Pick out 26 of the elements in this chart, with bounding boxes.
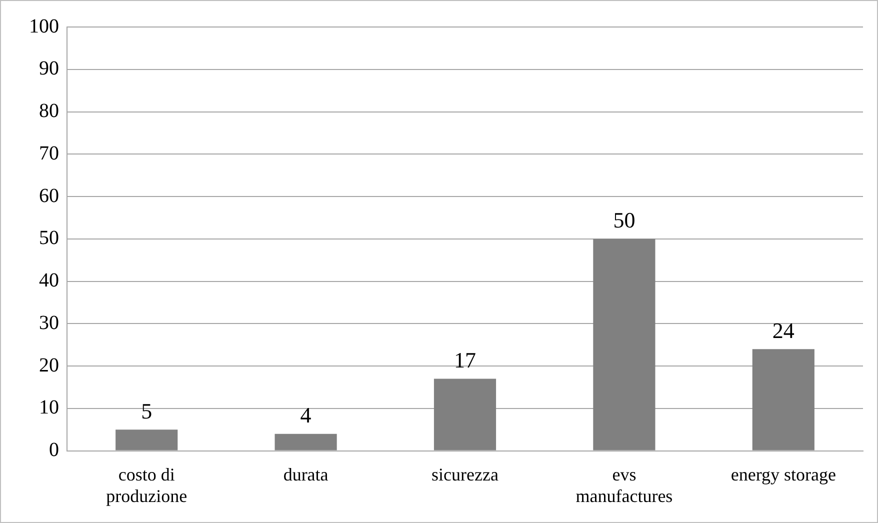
data-label: 4: [300, 402, 312, 428]
y-tick-label: 10: [39, 396, 59, 419]
x-tick-label: costo di produzione: [106, 464, 188, 506]
y-tick-label: 60: [39, 184, 59, 207]
bar: [274, 434, 337, 450]
data-label: 24: [772, 318, 794, 343]
y-tick-label: 40: [39, 270, 59, 292]
y-tick-label: 80: [39, 100, 59, 122]
data-label: 50: [613, 208, 636, 233]
y-tick-label: 30: [39, 312, 59, 334]
bar: [752, 349, 814, 450]
x-tick-label: sicurezza: [432, 464, 498, 484]
bar: [434, 378, 496, 450]
data-label: 5: [141, 398, 152, 424]
data-label: 17: [454, 348, 476, 373]
x-tick-label: durata: [283, 464, 328, 484]
y-tick-label: 0: [49, 439, 59, 462]
x-tick-label: evs manufactures: [576, 464, 673, 506]
y-tick-label: 100: [29, 15, 59, 38]
y-tick-label: 20: [39, 354, 59, 376]
y-tick-label: 70: [39, 142, 59, 164]
bar: [593, 238, 656, 450]
y-tick-label: 90: [39, 58, 59, 80]
bar: [116, 430, 178, 450]
y-tick-label: 50: [39, 227, 59, 250]
x-tick-label: energy storage: [730, 464, 836, 484]
